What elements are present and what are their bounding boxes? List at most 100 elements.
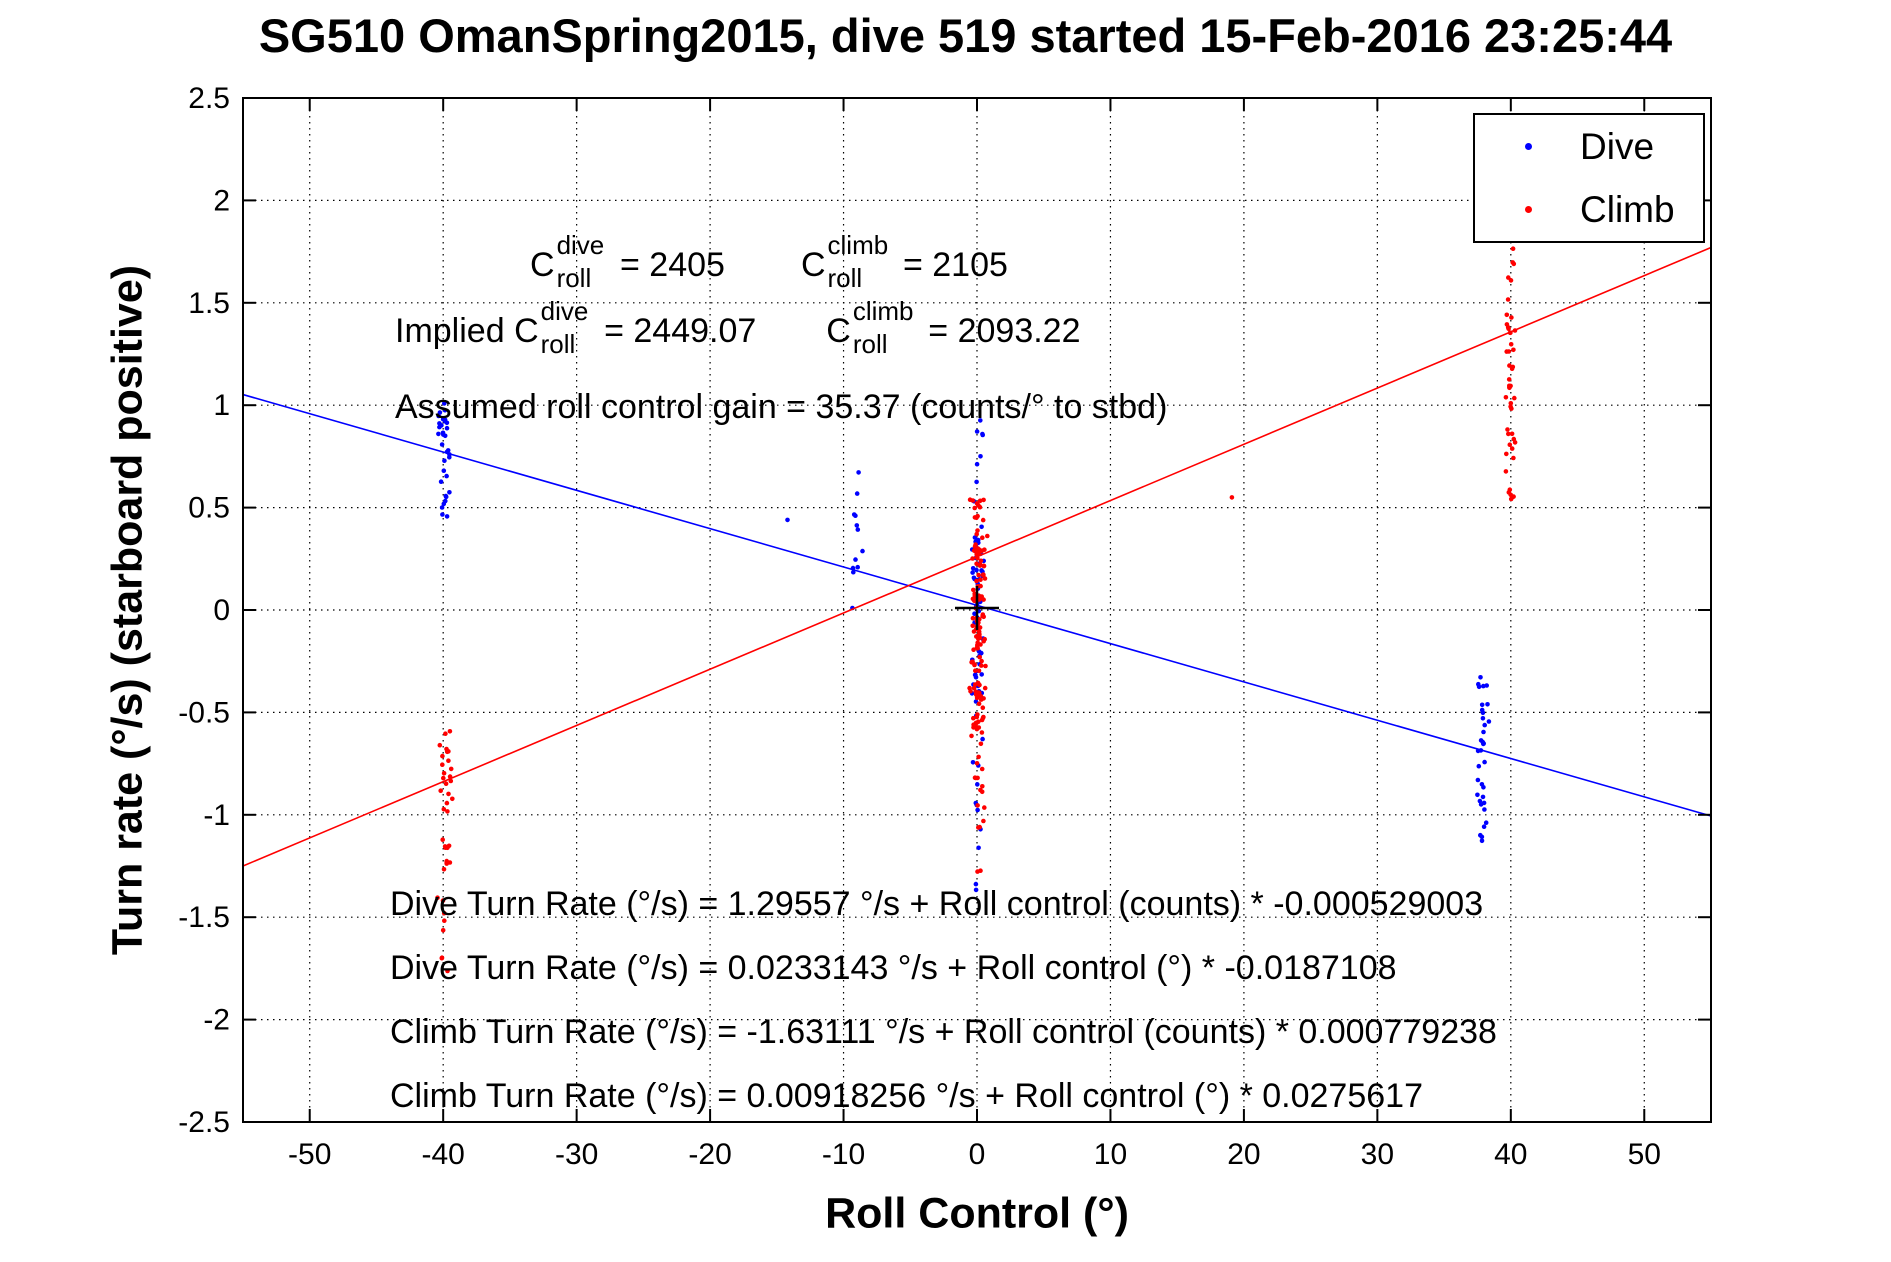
x-tick-label: -20 xyxy=(688,1138,731,1171)
x-tick-label: 30 xyxy=(1361,1138,1394,1171)
data-point xyxy=(970,570,975,575)
data-point xyxy=(980,736,985,742)
data-point xyxy=(985,533,990,539)
data-point xyxy=(435,895,440,900)
data-point xyxy=(1482,722,1487,728)
data-point xyxy=(1486,719,1492,724)
data-point xyxy=(440,928,446,933)
data-point xyxy=(1480,710,1486,716)
data-point xyxy=(978,697,984,702)
data-point xyxy=(436,413,441,419)
data-point xyxy=(1475,777,1481,783)
data-point xyxy=(446,791,451,797)
data-point xyxy=(450,796,455,802)
data-point xyxy=(443,731,448,736)
data-point xyxy=(1479,782,1485,787)
data-point xyxy=(975,712,980,717)
y-tick-label: 1 xyxy=(213,389,230,422)
data-point xyxy=(445,809,450,814)
data-point xyxy=(439,955,445,960)
data-point xyxy=(971,685,977,691)
fit-equations: Dive Turn Rate (°/s) = 1.29557 °/s + Rol… xyxy=(390,872,1497,1128)
data-point xyxy=(977,693,982,699)
data-point xyxy=(975,869,980,874)
data-point xyxy=(447,860,453,865)
data-point xyxy=(1479,838,1485,844)
scatter-series-climb xyxy=(435,246,1518,974)
y-tick-label: -1 xyxy=(203,799,230,832)
y-tick-label: -0.5 xyxy=(178,696,230,729)
data-point xyxy=(442,419,448,424)
data-point xyxy=(975,807,980,813)
data-point xyxy=(975,803,980,808)
data-point xyxy=(1480,716,1486,721)
data-point xyxy=(1509,431,1515,437)
x-tick-label: -50 xyxy=(288,1138,331,1171)
data-point xyxy=(438,788,444,793)
data-point xyxy=(854,491,860,496)
data-point xyxy=(1481,729,1486,735)
data-point xyxy=(969,733,974,739)
data-point xyxy=(1504,312,1510,318)
legend: Dive Climb xyxy=(1473,113,1705,243)
data-point xyxy=(979,717,985,723)
data-point xyxy=(972,662,977,667)
data-point xyxy=(979,766,985,772)
data-point xyxy=(973,887,979,893)
data-point xyxy=(440,837,446,842)
data-point xyxy=(979,568,984,573)
data-point xyxy=(853,557,858,562)
data-point xyxy=(441,807,447,812)
data-point xyxy=(974,726,980,732)
legend-entry-climb: Climb xyxy=(1475,178,1703,241)
y-tick-label: 0 xyxy=(213,594,230,627)
data-point xyxy=(1510,246,1516,251)
data-point xyxy=(1484,683,1489,688)
data-point xyxy=(1479,702,1485,708)
data-point xyxy=(972,505,977,511)
x-tick-label: 10 xyxy=(1094,1138,1127,1171)
data-point xyxy=(1508,401,1514,406)
data-point xyxy=(1478,675,1483,680)
data-point xyxy=(854,523,860,528)
data-point xyxy=(1229,495,1235,500)
data-point xyxy=(1512,395,1517,401)
x-tick-label: -30 xyxy=(555,1138,598,1171)
data-point xyxy=(981,563,987,569)
data-point xyxy=(976,572,981,578)
data-point xyxy=(448,778,454,784)
data-point xyxy=(438,479,444,485)
scatter-series-dive xyxy=(436,401,1492,893)
data-point xyxy=(441,910,447,916)
data-point xyxy=(441,501,447,507)
data-point xyxy=(974,479,979,485)
data-point xyxy=(975,782,980,787)
data-point xyxy=(1506,275,1511,280)
data-point xyxy=(1481,683,1486,689)
data-point xyxy=(980,517,986,523)
data-point xyxy=(978,577,983,582)
data-point xyxy=(982,805,987,810)
data-point xyxy=(441,468,447,474)
data-point xyxy=(1506,326,1511,332)
data-point xyxy=(444,514,450,519)
equation-climb-counts: Climb Turn Rate (°/s) = -1.63111 °/s + R… xyxy=(390,1013,1497,1051)
data-point xyxy=(785,517,790,523)
data-point xyxy=(444,425,450,431)
data-point xyxy=(974,501,980,506)
data-point xyxy=(973,689,978,694)
data-point xyxy=(1481,824,1487,829)
data-point xyxy=(1509,366,1515,372)
data-point xyxy=(1505,297,1511,302)
equation-dive-counts: Dive Turn Rate (°/s) = 1.29557 °/s + Rol… xyxy=(390,885,1484,923)
data-point xyxy=(983,663,988,669)
data-point xyxy=(981,818,986,824)
data-point xyxy=(977,504,983,510)
data-point xyxy=(979,658,984,664)
data-point xyxy=(1482,759,1487,765)
data-point xyxy=(442,433,448,439)
y-tick-label: -2.5 xyxy=(178,1106,230,1139)
